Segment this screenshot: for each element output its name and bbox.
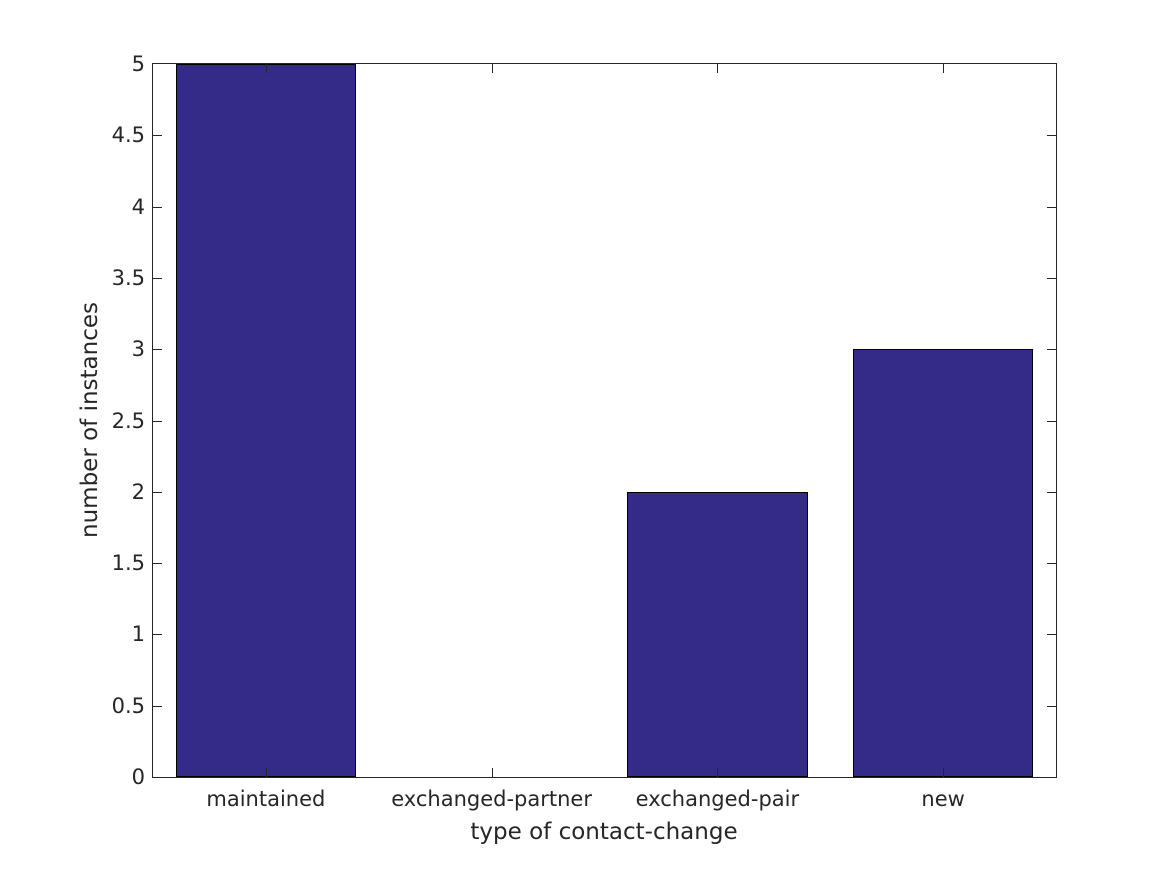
y-tick-left	[153, 135, 162, 137]
y-tick-label-4: 4	[131, 194, 145, 219]
x-tick-label-exchanged-pair: exchanged-pair	[635, 787, 800, 811]
x-tick-top	[943, 64, 945, 73]
bar-maintained	[175, 64, 357, 777]
bar-exchanged-pair	[627, 491, 808, 777]
y-tick-left	[153, 491, 162, 493]
x-tick-top	[717, 64, 719, 73]
x-tick-bottom	[265, 768, 267, 777]
x-tick-label-new: new	[921, 787, 965, 811]
y-tick-label-3: 3	[131, 337, 145, 362]
y-axis-label: number of instances	[77, 302, 103, 538]
y-tick-left	[153, 206, 162, 208]
y-tick-right	[1047, 349, 1056, 351]
y-tick-right	[1047, 420, 1056, 422]
x-tick-bottom	[717, 768, 719, 777]
y-tick-right	[1047, 634, 1056, 636]
y-tick-left	[153, 563, 162, 565]
y-tick-left	[153, 277, 162, 279]
y-tick-label-0: 0	[131, 765, 145, 789]
x-tick-top	[491, 64, 493, 73]
y-tick-right	[1047, 705, 1056, 707]
y-tick-label-0.5: 0.5	[111, 693, 145, 718]
y-tick-label-3.5: 3.5	[111, 265, 145, 290]
y-tick-left	[153, 634, 162, 636]
plot-area	[152, 63, 1057, 778]
x-tick-label-maintained: maintained	[206, 787, 326, 811]
x-tick-bottom	[491, 768, 493, 777]
x-tick-top	[265, 64, 267, 73]
y-tick-label-5: 5	[131, 52, 145, 76]
x-tick-label-exchanged-partner: exchanged-partner	[391, 787, 592, 811]
y-tick-right	[1047, 135, 1056, 137]
bar-new	[852, 349, 1034, 777]
y-tick-right	[1047, 206, 1056, 208]
y-tick-label-2: 2	[131, 479, 145, 504]
y-tick-left	[153, 349, 162, 351]
y-tick-label-1.5: 1.5	[111, 551, 145, 576]
y-tick-left	[153, 705, 162, 707]
y-tick-right	[1047, 277, 1056, 279]
y-tick-label-4.5: 4.5	[111, 123, 145, 148]
x-tick-bottom	[943, 768, 945, 777]
y-tick-right	[1047, 563, 1056, 565]
y-tick-label-2.5: 2.5	[111, 408, 145, 433]
y-tick-left	[153, 420, 162, 422]
y-tick-label-1: 1	[131, 622, 145, 647]
x-axis-label: type of contact-change	[470, 819, 738, 845]
y-tick-right	[1047, 491, 1056, 493]
